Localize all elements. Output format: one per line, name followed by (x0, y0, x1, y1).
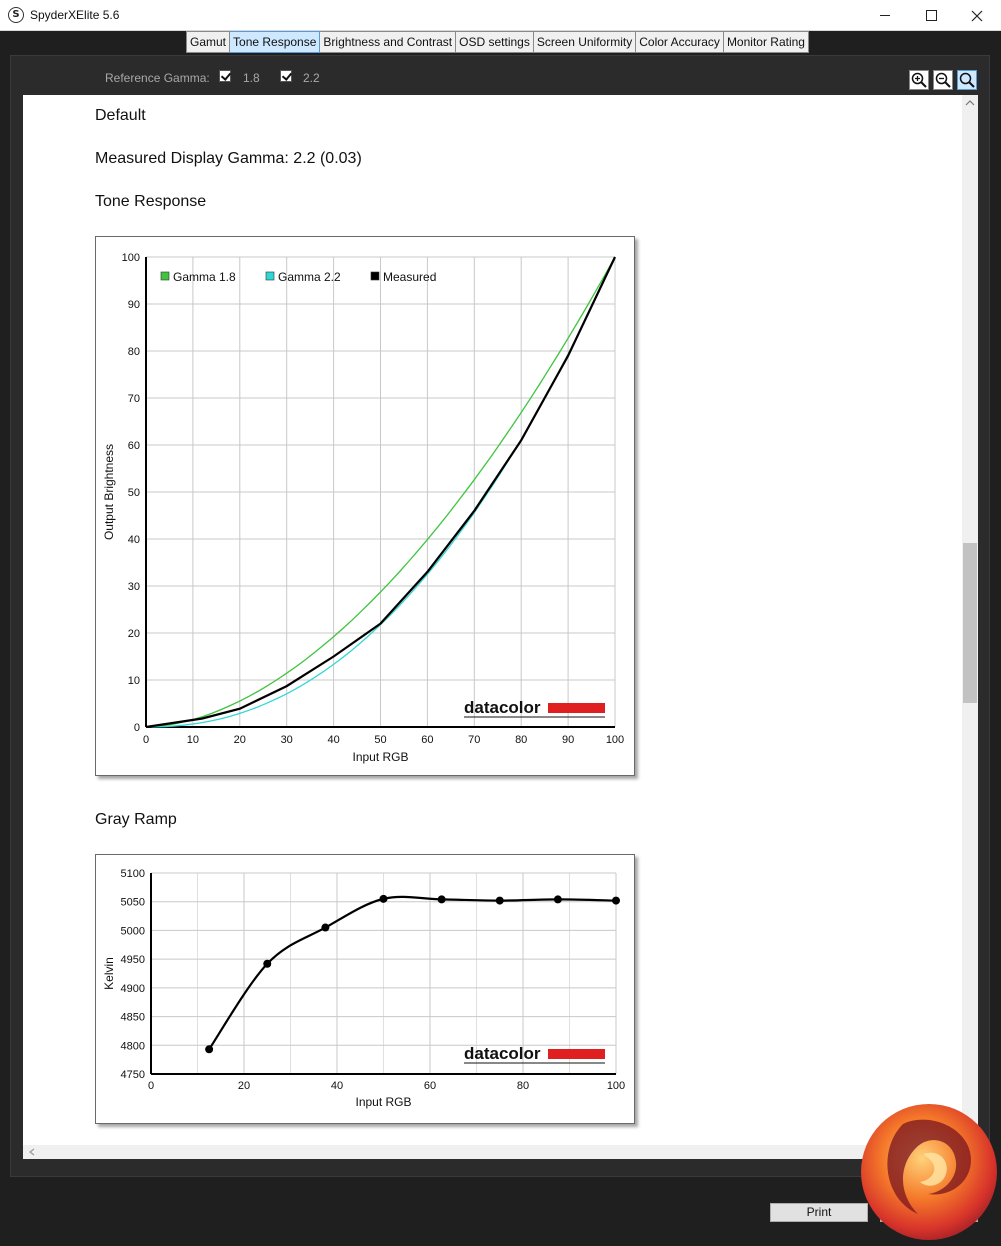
y-axis-label: Output Brightness (102, 444, 116, 540)
y-tick-label: 50 (128, 487, 140, 499)
y-tick-label: 0 (134, 722, 140, 734)
reference-gamma-label: Reference Gamma: (105, 71, 210, 85)
y-tick-label: 30 (128, 581, 140, 593)
gray-ramp-plot: 0 20 40 60 80 100 4750 4800 4850 4900 4950 5000 5050… (102, 868, 625, 1109)
horizontal-scrollbar[interactable] (23, 1145, 962, 1159)
y-tick-label: 10 (128, 675, 140, 687)
zoom-fit-icon[interactable] (957, 70, 977, 90)
y-tick-label: 80 (128, 346, 140, 358)
zoom-in-icon[interactable] (909, 70, 929, 90)
gray-ramp-chart: 0 20 40 60 80 100 4750 4800 4850 4900 4950 5000 5050… (95, 854, 635, 1124)
kelvin-point (437, 895, 446, 904)
y-tick-label: 4950 (121, 954, 145, 966)
tab-osd-settings[interactable]: OSD settings (456, 31, 534, 53)
x-tick-label: 100 (606, 734, 624, 746)
legend-label-2: Gamma 2.2 (278, 270, 341, 284)
series-line-1 (145, 256, 616, 728)
legend-label-1: Gamma 1.8 (173, 270, 236, 284)
vertical-scrollbar[interactable] (962, 95, 978, 1145)
x-tick-label: 20 (238, 1080, 250, 1092)
y-tick-label: 70 (128, 393, 140, 405)
legend-swatch-1 (160, 271, 170, 281)
kelvin-point (612, 896, 620, 905)
y-tick-label: 60 (128, 440, 140, 452)
series-line-3 (145, 256, 616, 729)
y-tick-label: 40 (128, 534, 140, 546)
y-tick-label: 20 (128, 628, 140, 640)
kelvin-point (379, 894, 388, 903)
gamma-2-2-checkbox[interactable] (280, 70, 292, 82)
tab-brightness-contrast[interactable]: Brightness and Contrast (320, 31, 457, 53)
tab-color-accuracy[interactable]: Color Accuracy (636, 31, 724, 53)
vertical-scroll-thumb[interactable] (963, 543, 977, 703)
x-tick-label: 30 (281, 734, 293, 746)
x-tick-label: 50 (374, 734, 386, 746)
title-bar: S SpyderXElite 5.6 (0, 0, 1001, 31)
y-tick-label: 5000 (121, 925, 145, 937)
minimize-icon[interactable] (862, 0, 908, 31)
scroll-up-icon[interactable] (965, 100, 975, 106)
kelvin-point (495, 896, 504, 905)
tab-bar: Gamut Tone Response Brightness and Contr… (186, 31, 809, 53)
app-icon: S (8, 7, 24, 23)
x-axis-label: Input RGB (352, 750, 408, 764)
gamma-2-2-label: 2.2 (303, 71, 320, 85)
gray-ramp-heading: Gray Ramp (95, 811, 177, 828)
x-tick-label: 90 (562, 734, 574, 746)
tab-tone-response[interactable]: Tone Response (230, 31, 321, 53)
kelvin-point (205, 1045, 214, 1054)
measured-gamma-text: Measured Display Gamma: 2.2 (0.03) (95, 150, 362, 167)
x-tick-label: 60 (421, 734, 433, 746)
report-content: Default Measured Display Gamma: 2.2 (0.0… (23, 95, 962, 1145)
x-tick-label: 0 (148, 1080, 154, 1092)
tone-response-heading: Tone Response (95, 193, 207, 210)
zoom-out-icon[interactable] (933, 70, 953, 90)
legend-swatch-2 (265, 271, 275, 281)
maximize-icon[interactable] (908, 0, 954, 31)
legend-swatch-3 (370, 271, 380, 281)
x-tick-label: 60 (424, 1080, 436, 1092)
x-tick-label: 10 (187, 734, 199, 746)
datacolor-logo-text: datacolor (464, 1044, 541, 1063)
y-tick-label: 5050 (121, 897, 145, 909)
kelvin-point (263, 959, 272, 968)
x-tick-label: 70 (468, 734, 480, 746)
x-tick-label: 40 (327, 734, 339, 746)
x-tick-label: 0 (143, 734, 149, 746)
y-tick-label: 4850 (121, 1012, 145, 1024)
y-tick-label: 4900 (121, 983, 145, 995)
tone-response-plot: 0 10 20 30 40 50 60 70 80 90 100 0 10 20 30 40 50 60 70 80 9… (102, 252, 624, 764)
kitguru-logo (861, 1104, 997, 1240)
kelvin-line (208, 895, 617, 1050)
kelvin-point (553, 895, 562, 904)
datacolor-logo-bar (548, 1049, 605, 1059)
datacolor-logo-text: datacolor (464, 698, 541, 717)
tab-gamut[interactable]: Gamut (186, 31, 231, 53)
legend-label-3: Measured (383, 270, 436, 284)
profile-name: Default (95, 107, 146, 124)
tab-monitor-rating[interactable]: Monitor Rating (723, 31, 809, 53)
gamma-1-8-checkbox[interactable] (219, 70, 231, 82)
x-tick-label: 80 (517, 1080, 529, 1092)
x-tick-label: 40 (331, 1080, 343, 1092)
gamma-1-8-label: 1.8 (243, 71, 260, 85)
datacolor-logo-bar (548, 703, 605, 713)
y-tick-label: 5100 (121, 868, 145, 880)
print-button[interactable]: Print (770, 1203, 868, 1222)
y-tick-label: 90 (128, 299, 140, 311)
kelvin-point (321, 923, 330, 932)
y-tick-label: 4750 (121, 1069, 145, 1081)
y-tick-label: 4800 (121, 1040, 145, 1052)
scroll-left-icon[interactable] (29, 1148, 35, 1156)
x-axis-label: Input RGB (355, 1095, 411, 1109)
tab-screen-uniformity[interactable]: Screen Uniformity (533, 31, 637, 53)
x-tick-label: 20 (234, 734, 246, 746)
x-tick-label: 80 (515, 734, 527, 746)
window-title: SpyderXElite 5.6 (30, 8, 120, 22)
tone-response-chart: 0 10 20 30 40 50 60 70 80 90 100 0 10 20 30 40 50 60 70 80 9… (95, 236, 635, 776)
close-icon[interactable] (954, 0, 1000, 31)
x-tick-label: 100 (607, 1080, 625, 1092)
y-axis-label: Kelvin (102, 957, 116, 990)
y-tick-label: 100 (122, 252, 140, 264)
